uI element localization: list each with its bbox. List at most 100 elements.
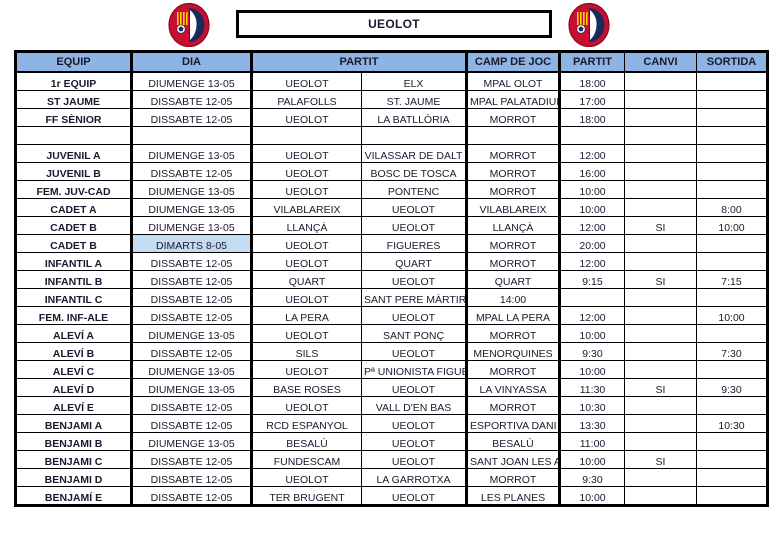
cell-empty <box>466 126 561 145</box>
cell-dia: DISSABTE 12-05 <box>131 252 253 271</box>
table-row: JUVENIL B DISSABTE 12-05 UEOLOT BOSC DE TOS… <box>14 162 769 181</box>
cell-canvi <box>624 198 697 217</box>
cell-local: UEOLOT <box>251 108 362 127</box>
cell-sortida <box>696 288 769 307</box>
cell-dia: DISSABTE 12-05 <box>131 450 253 469</box>
cell-dia: DIUMENGE 13-05 <box>131 360 253 379</box>
cell-dia: DISSABTE 12-05 <box>131 414 253 433</box>
cell-visitant: QUART <box>361 252 468 271</box>
cell-camp: 14:00 <box>466 288 561 307</box>
table-spacer-row <box>14 126 769 145</box>
cell-dia: DIUMENGE 13-05 <box>131 432 253 451</box>
schedule-table-wrapper: EQUIP DIA PARTIT CAMP DE JOC PARTIT CANV… <box>14 50 769 507</box>
cell-dia: DIUMENGE 13-05 <box>131 198 253 217</box>
table-row: JUVENIL A DIUMENGE 13-05 UEOLOT VILASSAR DE… <box>14 144 769 163</box>
cell-dia: DISSABTE 12-05 <box>131 306 253 325</box>
cell-local: VILABLAREIX <box>251 198 362 217</box>
cell-camp: MORROT <box>466 396 561 415</box>
cell-local: UEOLOT <box>251 180 362 199</box>
cell-hora: 18:00 <box>559 108 625 127</box>
cell-camp: VILABLAREIX <box>466 198 561 217</box>
cell-canvi <box>624 432 697 451</box>
cell-hora: 10:00 <box>559 486 625 506</box>
cell-sortida <box>696 90 769 109</box>
table-row: BENJAMI B DIUMENGE 13-05 BESALÚ UEOLOT BESAL… <box>14 432 769 451</box>
cell-hora: 12:00 <box>559 144 625 163</box>
cell-dia: DIUMENGE 13-05 <box>131 180 253 199</box>
cell-visitant: BOSC DE TOSCA <box>361 162 468 181</box>
cell-canvi <box>624 234 697 253</box>
cell-local: QUART <box>251 270 362 289</box>
cell-equip: BENJAMI B <box>14 432 133 451</box>
cell-camp: MORROT <box>466 162 561 181</box>
cell-visitant: UEOLOT <box>361 450 468 469</box>
cell-visitant: UEOLOT <box>361 486 468 506</box>
table-row: FF SÈNIOR DISSABTE 12-05 UEOLOT LA BATLLÒRI… <box>14 108 769 127</box>
cell-equip: ALEVÍ E <box>14 396 133 415</box>
cell-dia: DISSABTE 12-05 <box>131 486 253 506</box>
table-row: INFANTIL C DISSABTE 12-05 UEOLOT SANT PERE … <box>14 288 769 307</box>
cell-local: UEOLOT <box>251 468 362 487</box>
cell-canvi <box>624 342 697 361</box>
cell-hora: 12:00 <box>559 216 625 235</box>
cell-visitant: UEOLOT <box>361 198 468 217</box>
cell-visitant: FIGUERES <box>361 234 468 253</box>
cell-dia: DISSABTE 12-05 <box>131 342 253 361</box>
cell-visitant: LA BATLLÒRIA <box>361 108 468 127</box>
cell-canvi <box>624 252 697 271</box>
cell-camp: MPAL OLOT <box>466 71 561 91</box>
cell-visitant: Pª UNIONISTA FIGUERES <box>361 360 468 379</box>
cell-visitant: UEOLOT <box>361 414 468 433</box>
col-header-partit-match: PARTIT <box>251 50 468 73</box>
cell-equip: ALEVÍ A <box>14 324 133 343</box>
cell-equip: ALEVÍ B <box>14 342 133 361</box>
cell-empty <box>624 126 697 145</box>
cell-canvi <box>624 414 697 433</box>
cell-dia: DIMARTS 8-05 <box>131 234 253 253</box>
cell-dia: DIUMENGE 13-05 <box>131 71 253 91</box>
cell-canvi <box>624 486 697 506</box>
cell-hora: 9:30 <box>559 342 625 361</box>
cell-equip: FEM. INF-ALE <box>14 306 133 325</box>
cell-local: BESALÚ <box>251 432 362 451</box>
cell-equip: ST JAUME <box>14 90 133 109</box>
cell-hora: 11:30 <box>559 378 625 397</box>
cell-hora <box>559 288 625 307</box>
schedule-table: EQUIP DIA PARTIT CAMP DE JOC PARTIT CANV… <box>14 50 769 507</box>
cell-hora: 11:00 <box>559 432 625 451</box>
cell-sortida <box>696 180 769 199</box>
cell-camp: LES PLANES <box>466 486 561 506</box>
table-row: BENJAMI C DISSABTE 12-05 FUNDESCAM UEOLOT SA… <box>14 450 769 469</box>
cell-canvi <box>624 324 697 343</box>
cell-equip: BENJAMÍ E <box>14 486 133 506</box>
table-row: BENJAMI A DISSABTE 12-05 RCD ESPANYOL UEOLO… <box>14 414 769 433</box>
cell-equip: ALEVÍ C <box>14 360 133 379</box>
cell-hora: 20:00 <box>559 234 625 253</box>
cell-empty <box>559 126 625 145</box>
cell-empty <box>361 126 468 145</box>
cell-canvi <box>624 468 697 487</box>
cell-hora: 16:00 <box>559 162 625 181</box>
cell-hora: 17:00 <box>559 90 625 109</box>
table-row: ALEVÍ E DISSABTE 12-05 UEOLOT VALL D'EN BAS… <box>14 396 769 415</box>
table-row: 1r EQUIP DIUMENGE 13-05 UEOLOT ELX MPAL OLOT… <box>14 71 769 91</box>
cell-local: UEOLOT <box>251 144 362 163</box>
cell-dia: DIUMENGE 13-05 <box>131 144 253 163</box>
col-header-dia: DIA <box>131 50 253 73</box>
cell-visitant: SANT PONÇ <box>361 324 468 343</box>
table-row: CADET B DIMARTS 8-05 UEOLOT FIGUERES MORROT 2… <box>14 234 769 253</box>
cell-visitant: UEOLOT <box>361 342 468 361</box>
cell-equip: BENJAMI C <box>14 450 133 469</box>
cell-hora: 13:30 <box>559 414 625 433</box>
cell-hora: 10:00 <box>559 198 625 217</box>
ueolot-crest-icon <box>568 3 610 47</box>
col-header-canvi: CANVI <box>624 50 697 73</box>
cell-sortida <box>696 162 769 181</box>
cell-visitant: VILASSAR DE DALT <box>361 144 468 163</box>
table-row: ALEVÍ C DIUMENGE 13-05 UEOLOT Pª UNIONISTA … <box>14 360 769 379</box>
table-row: ALEVÍ B DISSABTE 12-05 SILS UEOLOT MENORQUIN… <box>14 342 769 361</box>
col-header-partit-hora: PARTIT <box>559 50 625 73</box>
table-row: INFANTIL A DISSABTE 12-05 UEOLOT QUART MORRO… <box>14 252 769 271</box>
cell-equip: JUVENIL A <box>14 144 133 163</box>
cell-sortida <box>696 468 769 487</box>
